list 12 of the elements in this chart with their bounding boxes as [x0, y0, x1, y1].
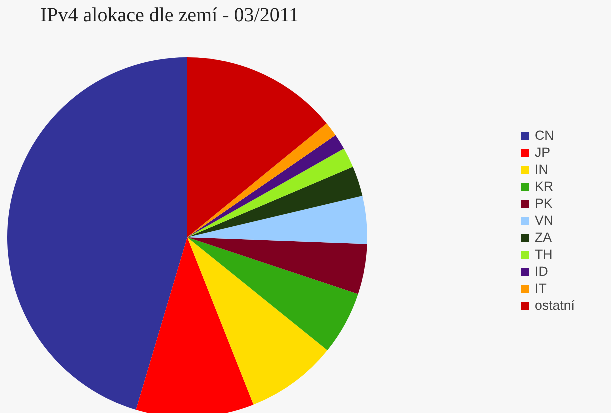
legend-label: JP: [535, 145, 552, 160]
legend-label: VN: [535, 213, 555, 228]
legend-label: PK: [535, 196, 554, 211]
legend-label: ostatní: [535, 298, 576, 313]
legend-label: TH: [535, 247, 554, 262]
legend-label: ZA: [535, 230, 554, 245]
legend-label: IN: [535, 162, 550, 177]
legend-label: CN: [535, 128, 555, 143]
chart-title: IPv4 alokace dle zemí - 03/2011: [40, 4, 300, 26]
legend-label: ID: [535, 264, 550, 279]
legend-label: IT: [535, 281, 548, 296]
legend-label: KR: [535, 179, 555, 194]
